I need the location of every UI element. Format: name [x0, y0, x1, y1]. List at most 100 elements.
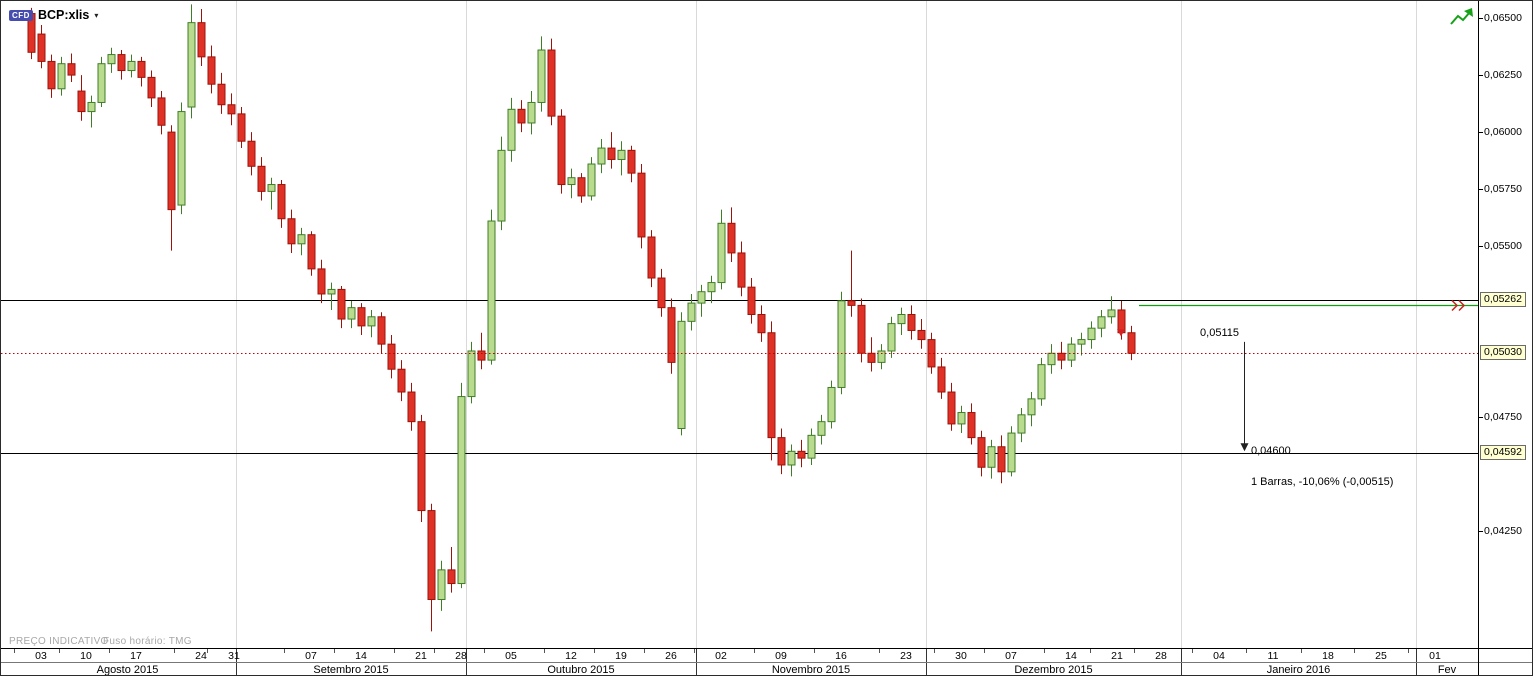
candle — [997, 446, 1006, 473]
candle — [767, 332, 776, 439]
symbol-dropdown-icon[interactable]: ▾ — [94, 10, 99, 20]
cfd-badge: CFD — [9, 9, 33, 21]
candle — [857, 304, 866, 354]
candle — [927, 339, 936, 368]
candle — [637, 172, 646, 238]
candle — [357, 307, 366, 327]
candle — [707, 282, 716, 293]
candle — [257, 165, 266, 192]
candle — [247, 140, 256, 167]
candle — [1027, 398, 1036, 416]
jump-to-latest-icon[interactable] — [1449, 6, 1475, 28]
candle — [957, 412, 966, 425]
candle — [677, 320, 686, 429]
candle — [827, 386, 836, 423]
candle — [177, 111, 186, 206]
candle — [797, 450, 806, 459]
candle — [277, 184, 286, 220]
candle — [37, 33, 46, 62]
candle — [587, 163, 596, 197]
candle — [787, 450, 796, 466]
candle — [667, 307, 676, 363]
symbol-label: BCP:xlis — [37, 8, 90, 22]
candle — [477, 350, 486, 361]
candle — [1067, 343, 1076, 361]
candle — [347, 307, 356, 320]
candle — [1017, 414, 1026, 434]
candle — [547, 49, 556, 117]
candle — [1127, 332, 1136, 354]
candle — [1087, 327, 1096, 341]
candle — [557, 115, 566, 186]
candle — [757, 314, 766, 334]
symbol-selector[interactable]: CFD BCP:xlis ▾ — [9, 8, 98, 22]
candle — [167, 131, 176, 211]
candle — [837, 300, 846, 388]
candle — [737, 252, 746, 288]
candle — [137, 60, 146, 78]
candle — [497, 149, 506, 222]
candle — [687, 302, 696, 322]
candle — [847, 300, 856, 306]
candle — [377, 316, 386, 345]
candle — [47, 60, 56, 90]
candle — [117, 54, 126, 72]
order-line-handle-icon[interactable] — [1451, 299, 1466, 312]
candle — [517, 108, 526, 124]
candle — [537, 49, 546, 103]
candle — [817, 421, 826, 436]
measure-start-label: 0,05115 — [1200, 327, 1239, 339]
candle — [777, 437, 786, 466]
candle — [567, 177, 576, 186]
candle — [697, 291, 706, 304]
candle — [657, 277, 666, 309]
candle — [977, 437, 986, 468]
timezone-label: Fuso horário: TMG — [103, 636, 192, 647]
candle — [147, 76, 156, 99]
candle — [1047, 352, 1056, 366]
candle — [157, 97, 166, 126]
candle — [107, 54, 116, 65]
candle — [937, 366, 946, 393]
candle — [577, 177, 586, 197]
candle — [597, 147, 606, 165]
candle — [417, 421, 426, 512]
candle — [307, 234, 316, 270]
candle — [297, 234, 306, 245]
candle — [507, 108, 516, 151]
candle — [727, 222, 736, 254]
candle — [447, 569, 456, 585]
candle — [627, 149, 636, 174]
candle — [607, 147, 616, 160]
candle — [917, 329, 926, 341]
candle — [427, 510, 436, 600]
candle — [407, 391, 416, 423]
measure-end-label: 0,04600 — [1251, 445, 1291, 457]
candle — [87, 101, 96, 113]
candle — [287, 218, 296, 245]
candle — [1107, 309, 1116, 318]
candle — [97, 63, 106, 103]
candle — [197, 22, 206, 58]
candle — [1097, 316, 1106, 329]
candle — [1057, 352, 1066, 361]
candle — [1077, 339, 1086, 345]
candle — [437, 569, 446, 600]
candle — [867, 352, 876, 363]
candle — [897, 314, 906, 325]
candle — [57, 63, 66, 90]
candle — [967, 412, 976, 439]
candle — [367, 316, 376, 327]
candle — [617, 149, 626, 160]
sell-marker-icon — [1117, 329, 1125, 337]
candle — [227, 104, 236, 115]
candle — [77, 90, 86, 113]
candle — [527, 101, 536, 124]
candle — [807, 434, 816, 459]
measure-summary-label: 1 Barras, -10,06% (-0,00515) — [1251, 476, 1394, 488]
indicative-price-label: PREÇO INDICATIVO — [9, 636, 109, 647]
candle — [487, 220, 496, 361]
candle — [217, 83, 226, 106]
